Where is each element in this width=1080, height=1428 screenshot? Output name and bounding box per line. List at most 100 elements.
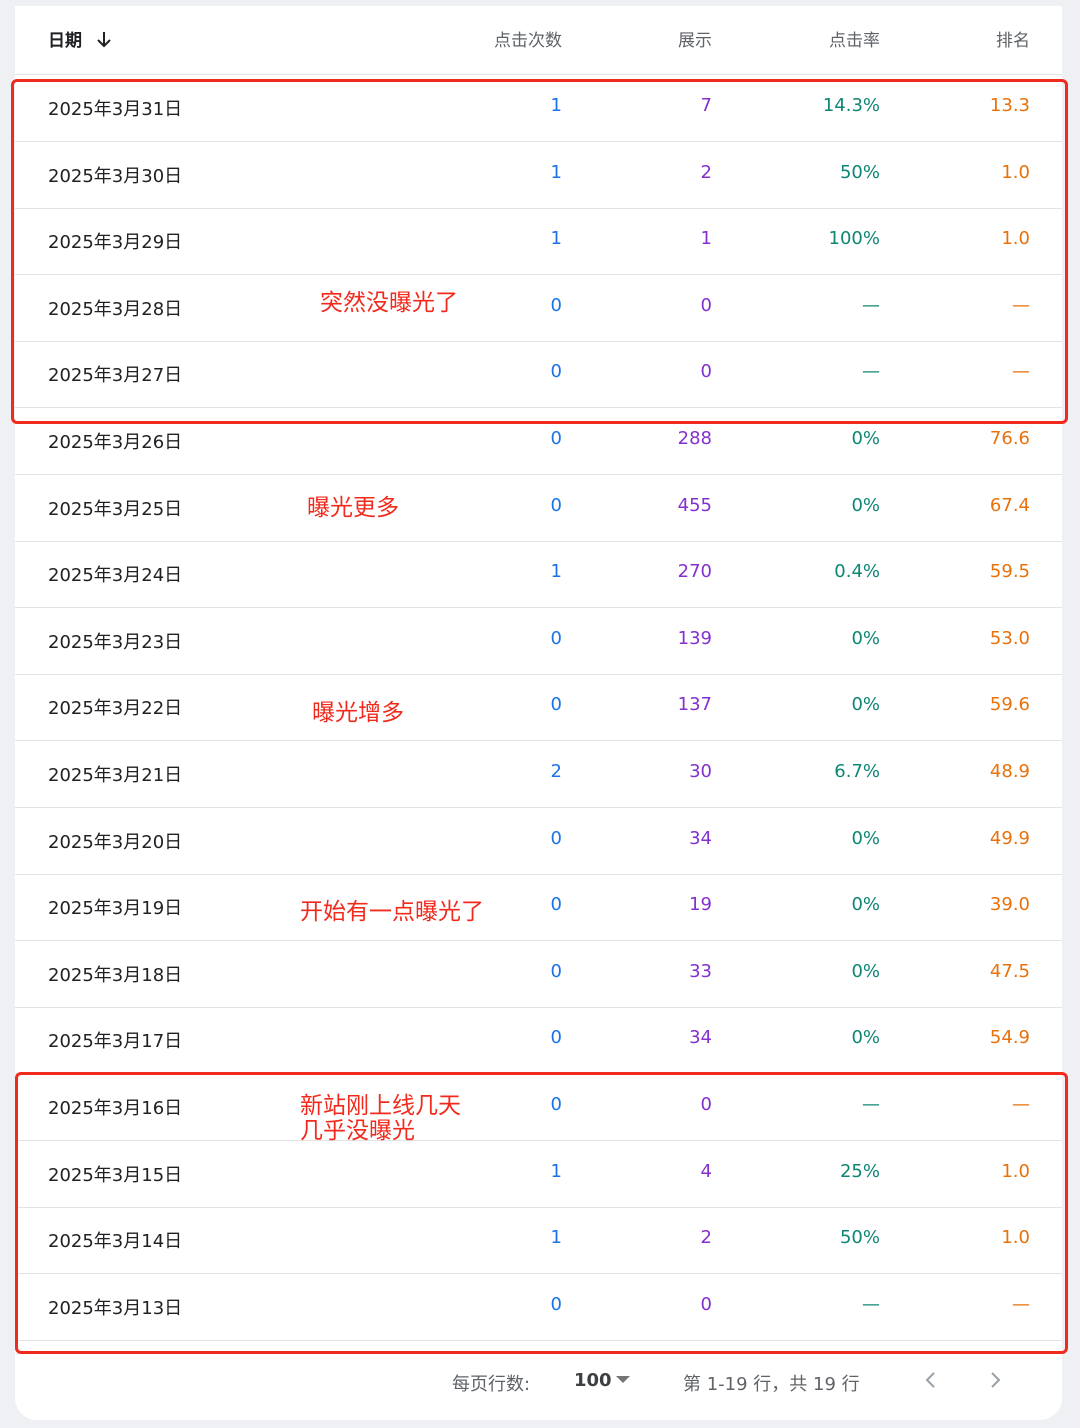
date-cell: 2025年3月28日 — [48, 298, 183, 320]
clicks-cell: 0 — [550, 694, 562, 716]
date-cell: 2025年3月13日 — [48, 1297, 183, 1319]
clicks-cell: 0 — [550, 294, 562, 316]
column-header-date-label: 日期 — [48, 31, 82, 51]
table-row[interactable]: 2025年3月29日 1 1 100% 1.0 — [15, 208, 1062, 276]
impressions-cell: 139 — [677, 627, 712, 649]
pagination-footer: 每页行数: 100 第 1-19 行，共 19 行 — [15, 1352, 1062, 1420]
table-row[interactable]: 2025年3月15日 1 4 25% 1.0 — [15, 1141, 1062, 1208]
position-cell: 39.0 — [989, 894, 1030, 916]
impressions-cell: 7 — [700, 95, 712, 116]
table-row[interactable]: 2025年3月27日 0 0 — — — [15, 341, 1062, 409]
ctr-cell: 0% — [851, 494, 880, 516]
arrow-down-icon[interactable] — [96, 31, 112, 54]
table-row[interactable]: 2025年3月14日 1 2 50% 1.0 — [15, 1207, 1062, 1275]
impressions-cell: 34 — [689, 827, 712, 849]
date-cell: 2025年3月18日 — [48, 964, 183, 986]
column-header-position[interactable]: 排名 — [996, 31, 1030, 51]
position-cell: 53.0 — [989, 627, 1030, 649]
ctr-cell: 14.3% — [822, 95, 880, 116]
caret-down-icon[interactable] — [616, 1376, 630, 1383]
table-row[interactable]: 2025年3月20日 0 34 0% 49.9 — [15, 808, 1062, 875]
impressions-cell: 34 — [689, 1027, 712, 1049]
clicks-cell: 0 — [550, 428, 562, 449]
annotation-no-exposure: 突然没曝光了 — [320, 290, 458, 316]
position-cell: 1.0 — [1001, 161, 1030, 183]
clicks-cell: 0 — [550, 894, 562, 916]
impressions-cell: 33 — [689, 960, 712, 982]
table-row[interactable]: 2025年3月30日 1 2 50% 1.0 — [15, 142, 1062, 209]
table-row[interactable]: 2025年3月22日 0 137 0% 59.6 — [15, 674, 1062, 742]
annotation-some-exposure: 开始有一点曝光了 — [300, 899, 484, 925]
impressions-cell: 0 — [700, 294, 712, 316]
position-cell: 13.3 — [989, 95, 1030, 116]
date-cell: 2025年3月20日 — [48, 831, 183, 853]
ctr-cell: — — [862, 1094, 880, 1115]
ctr-cell: 25% — [839, 1160, 880, 1182]
date-cell: 2025年3月14日 — [48, 1231, 183, 1253]
impressions-cell: 288 — [677, 428, 712, 449]
date-cell: 2025年3月30日 — [48, 165, 183, 187]
table-row[interactable]: 2025年3月19日 0 19 0% 39.0 — [15, 874, 1062, 942]
clicks-cell: 1 — [550, 95, 562, 116]
position-cell: 59.5 — [989, 561, 1030, 583]
table-row[interactable]: 2025年3月28日 0 0 — — — [15, 275, 1062, 342]
annotation-almost-none: 几乎没曝光 — [300, 1118, 415, 1144]
clicks-cell: 1 — [550, 228, 562, 250]
date-cell: 2025年3月25日 — [48, 498, 183, 520]
table-row[interactable]: 2025年3月31日 1 7 14.3% 13.3 — [15, 75, 1062, 142]
ctr-cell: 0% — [851, 894, 880, 916]
ctr-cell: 50% — [839, 1227, 880, 1249]
column-header-clicks[interactable]: 点击次数 — [494, 31, 562, 51]
annotation-new-site: 新站刚上线几天 — [300, 1093, 461, 1119]
position-cell: 59.6 — [989, 694, 1030, 716]
table-row[interactable]: 2025年3月16日 0 0 — — — [15, 1074, 1062, 1141]
date-cell: 2025年3月26日 — [48, 432, 183, 453]
impressions-cell: 19 — [689, 894, 712, 916]
table-row[interactable]: 2025年3月17日 0 34 0% 54.9 — [15, 1007, 1062, 1075]
clicks-cell: 1 — [550, 1227, 562, 1249]
position-cell: 1.0 — [1001, 1160, 1030, 1182]
clicks-cell: 0 — [550, 627, 562, 649]
table-row[interactable]: 2025年3月23日 0 139 0% 53.0 — [15, 608, 1062, 675]
clicks-cell: 0 — [550, 960, 562, 982]
date-cell: 2025年3月29日 — [48, 232, 183, 254]
clicks-cell: 0 — [550, 1027, 562, 1049]
annotation-more-exposure: 曝光更多 — [307, 495, 399, 521]
column-header-date[interactable]: 日期 — [48, 26, 112, 54]
clicks-cell: 0 — [550, 827, 562, 849]
impressions-cell: 1 — [700, 228, 712, 250]
ctr-cell: — — [862, 294, 880, 316]
ctr-cell: — — [862, 1293, 880, 1315]
table-row[interactable]: 2025年3月24日 1 270 0.4% 59.5 — [15, 541, 1062, 609]
ctr-cell: 0% — [851, 827, 880, 849]
chevron-left-icon[interactable] — [921, 1368, 941, 1392]
ctr-cell: 100% — [828, 228, 880, 250]
clicks-cell: 2 — [550, 761, 562, 782]
clicks-cell: 1 — [550, 161, 562, 183]
position-cell: 47.5 — [989, 960, 1030, 982]
table-row[interactable]: 2025年3月18日 0 33 0% 47.5 — [15, 941, 1062, 1008]
position-cell: 1.0 — [1001, 1227, 1030, 1249]
clicks-cell: 1 — [550, 1160, 562, 1182]
date-cell: 2025年3月21日 — [48, 765, 183, 786]
date-cell: 2025年3月17日 — [48, 1031, 183, 1053]
column-header-impressions[interactable]: 展示 — [678, 31, 712, 51]
position-cell: 49.9 — [989, 827, 1030, 849]
table-row[interactable]: 2025年3月26日 0 288 0% 76.6 — [15, 408, 1062, 475]
chevron-right-icon[interactable] — [985, 1368, 1005, 1392]
annotation-exposure-increase: 曝光增多 — [312, 700, 404, 726]
position-cell: 67.4 — [989, 494, 1030, 516]
rows-per-page-select[interactable]: 100 — [574, 1370, 612, 1391]
impressions-cell: 137 — [677, 694, 712, 716]
date-cell: 2025年3月23日 — [48, 631, 183, 653]
impressions-cell: 455 — [677, 494, 712, 516]
performance-table-card: 日期 点击次数 展示 点击率 排名 2025年3月31日 1 7 14.3% 13.3 2… — [15, 6, 1062, 1420]
pagination-range: 第 1-19 行，共 19 行 — [683, 1374, 860, 1395]
column-header-ctr[interactable]: 点击率 — [829, 31, 880, 51]
impressions-cell: 270 — [677, 561, 712, 583]
table-row[interactable]: 2025年3月25日 0 455 0% 67.4 — [15, 475, 1062, 542]
table-header: 日期 点击次数 展示 点击率 排名 — [15, 6, 1062, 75]
table-row[interactable]: 2025年3月21日 2 30 6.7% 48.9 — [15, 741, 1062, 808]
table-row[interactable]: 2025年3月13日 0 0 — — — [15, 1274, 1062, 1341]
position-cell: — — [1012, 1293, 1030, 1315]
